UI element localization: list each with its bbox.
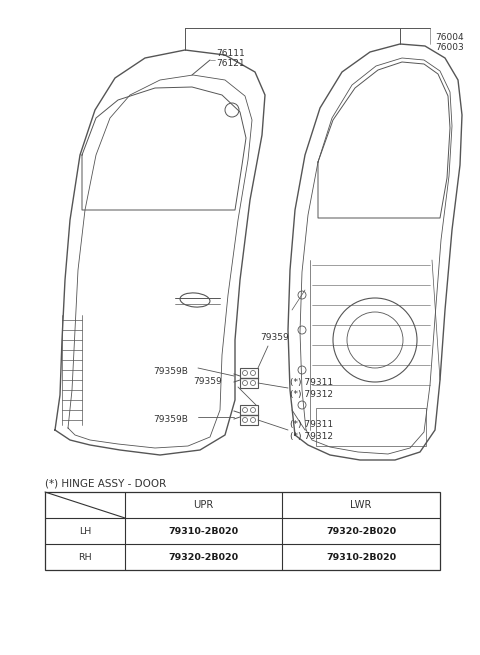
Text: (*) 79311: (*) 79311 bbox=[290, 379, 333, 388]
Text: 79320-2B020: 79320-2B020 bbox=[326, 527, 396, 536]
Text: 79359B: 79359B bbox=[153, 415, 188, 424]
Text: RH: RH bbox=[78, 553, 92, 561]
Bar bbox=[240, 405, 258, 425]
Text: 79310-2B020: 79310-2B020 bbox=[168, 527, 239, 536]
Text: (*) HINGE ASSY - DOOR: (*) HINGE ASSY - DOOR bbox=[45, 478, 166, 488]
Text: 76004: 76004 bbox=[435, 33, 464, 43]
Bar bbox=[240, 368, 258, 388]
Text: 76003: 76003 bbox=[435, 43, 464, 52]
Text: LH: LH bbox=[79, 527, 91, 536]
Text: 79320-2B020: 79320-2B020 bbox=[168, 553, 239, 561]
Text: 79359B: 79359B bbox=[153, 367, 188, 377]
Text: 79310-2B020: 79310-2B020 bbox=[326, 553, 396, 561]
Text: 76111: 76111 bbox=[216, 50, 245, 58]
Text: 79359: 79359 bbox=[193, 377, 222, 386]
Text: UPR: UPR bbox=[193, 500, 214, 510]
Text: LWR: LWR bbox=[350, 500, 372, 510]
Text: (*) 79311: (*) 79311 bbox=[290, 421, 333, 430]
Bar bbox=[316, 408, 426, 446]
Text: (*) 79312: (*) 79312 bbox=[290, 390, 333, 398]
Text: 76121: 76121 bbox=[216, 60, 245, 69]
Bar bbox=[45, 492, 440, 570]
Text: 79359: 79359 bbox=[260, 333, 289, 343]
Text: (*) 79312: (*) 79312 bbox=[290, 432, 333, 441]
